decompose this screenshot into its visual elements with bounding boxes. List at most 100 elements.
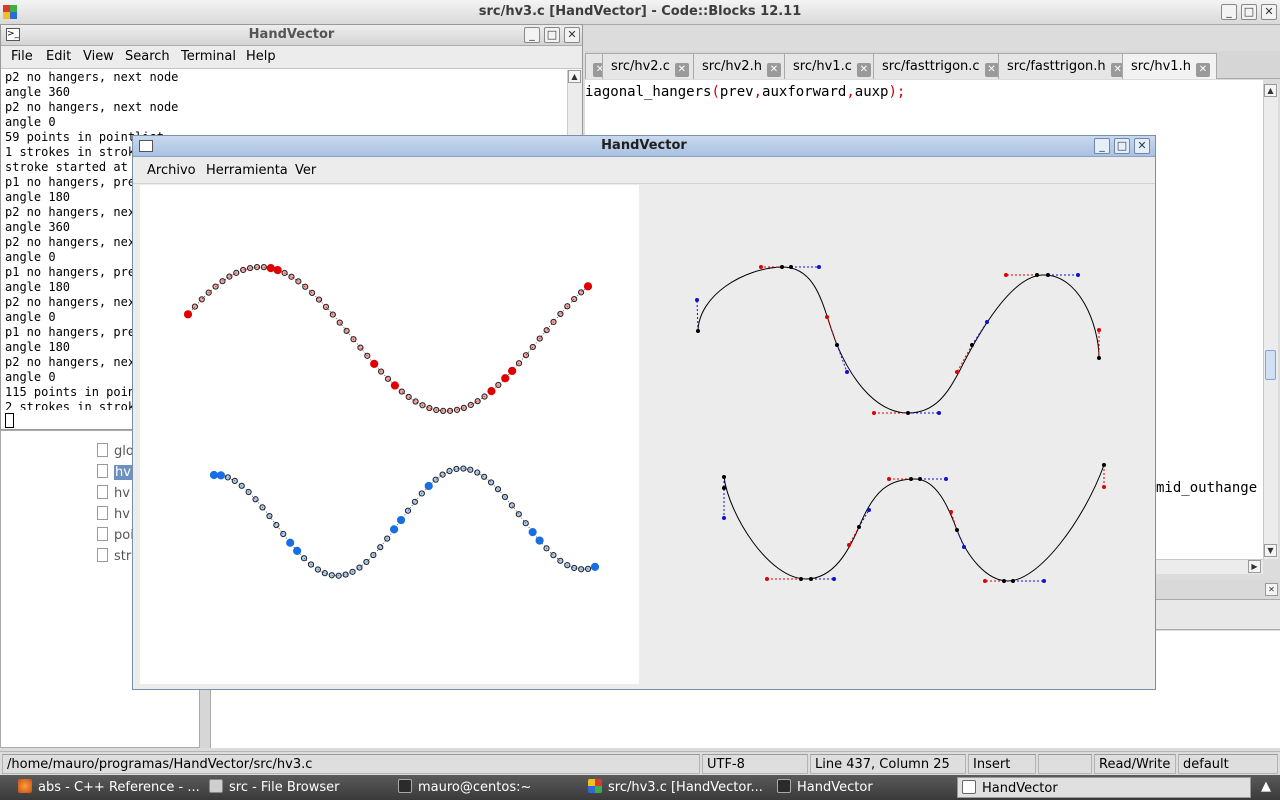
stroke-sample-point bbox=[411, 498, 418, 505]
taskbar-item-handvector-terminal[interactable]: HandVector bbox=[773, 777, 953, 798]
menu-edit[interactable]: Edit bbox=[46, 49, 72, 64]
editor-scroll-thumb[interactable] bbox=[1265, 350, 1276, 380]
stroke-node-point bbox=[266, 264, 275, 273]
close-button[interactable]: ✕ bbox=[1261, 4, 1277, 20]
tab-hv1-c[interactable]: src/hv1.c ✕ bbox=[784, 53, 878, 79]
stroke-points-svg[interactable] bbox=[140, 185, 639, 684]
code-line: mid_outhange bbox=[1156, 480, 1258, 496]
close-icon[interactable]: ✕ bbox=[766, 63, 781, 77]
stroke-sample-point bbox=[557, 310, 564, 318]
scroll-up-arrow-icon[interactable]: ▲ bbox=[568, 70, 581, 83]
scroll-right-arrow-icon[interactable]: ▶ bbox=[1248, 560, 1261, 573]
close-icon[interactable]: ✕ bbox=[1195, 63, 1210, 77]
stroke-sample-point bbox=[419, 402, 426, 409]
tab-label: src/hv1.h bbox=[1131, 59, 1191, 74]
taskbar-item-codeblocks[interactable]: src/hv3.c [HandVector... bbox=[584, 777, 769, 798]
close-icon[interactable]: ✕ bbox=[856, 63, 871, 77]
scroll-up-arrow-icon[interactable]: ▲ bbox=[1264, 84, 1277, 97]
taskbar-item-terminal[interactable]: mauro@centos:~ bbox=[394, 777, 579, 798]
tab-hv2-c[interactable]: src/hv2.c ✕ bbox=[602, 53, 696, 79]
maximize-button[interactable]: □ bbox=[1114, 138, 1130, 154]
stroke-sample-point bbox=[439, 471, 446, 478]
tree-file-item[interactable]: hv bbox=[97, 506, 130, 522]
menu-help[interactable]: Help bbox=[246, 49, 276, 64]
stroke-node-point bbox=[370, 359, 379, 368]
tree-file-item[interactable]: str bbox=[97, 548, 131, 564]
minimize-button[interactable]: _ bbox=[1221, 4, 1237, 20]
stroke-path bbox=[187, 266, 589, 412]
menu-view[interactable]: View bbox=[83, 49, 114, 64]
code-token: , bbox=[846, 84, 855, 100]
taskbar-scroll-up[interactable]: ▲ bbox=[1261, 779, 1271, 794]
status-insert-mode: Insert bbox=[968, 754, 1036, 774]
menu-archivo[interactable]: Archivo bbox=[147, 163, 196, 178]
stroke-sample-point bbox=[564, 562, 571, 569]
window-title: src/hv3.c [HandVector] - Code::Blocks 12… bbox=[478, 4, 802, 19]
stroke-sample-point bbox=[357, 344, 364, 351]
close-icon[interactable]: ✕ bbox=[1265, 583, 1278, 596]
stroke-node-point bbox=[216, 471, 226, 480]
tab-hv1-h[interactable]: src/hv1.h ✕ bbox=[1122, 53, 1217, 79]
maximize-button[interactable]: □ bbox=[1241, 4, 1257, 20]
minimize-button[interactable]: _ bbox=[524, 27, 540, 43]
stroke-sample-point bbox=[198, 296, 205, 303]
tree-file-item[interactable]: glo bbox=[97, 443, 134, 459]
stroke-sample-point bbox=[384, 375, 392, 382]
minimize-button[interactable]: _ bbox=[1094, 138, 1110, 154]
stroke-sample-point bbox=[481, 393, 488, 400]
anchor-nodes bbox=[696, 265, 1106, 583]
close-icon[interactable]: ✕ bbox=[674, 63, 689, 77]
tab-hv2-h[interactable]: src/hv2.h ✕ bbox=[693, 53, 788, 79]
stroke-node-point bbox=[183, 310, 193, 319]
menu-ver[interactable]: Ver bbox=[295, 163, 317, 178]
tab-close-partial[interactable]: ✕ bbox=[585, 53, 607, 79]
tab-fasttrigon-h[interactable]: src/fasttrigon.h ✕ bbox=[998, 53, 1132, 79]
code-token: auxp bbox=[854, 84, 889, 100]
stroke-sample-point bbox=[322, 303, 330, 310]
stroke-sample-point bbox=[384, 535, 391, 542]
stroke-sample-point bbox=[433, 406, 440, 414]
tree-file-item-selected[interactable]: hv bbox=[97, 464, 132, 480]
stroke-path bbox=[213, 468, 596, 577]
menu-search[interactable]: Search bbox=[125, 49, 170, 64]
stroke-sample-point bbox=[342, 571, 349, 578]
tree-file-item[interactable]: hv bbox=[97, 485, 130, 501]
stroke-node-point bbox=[273, 265, 282, 275]
menu-file[interactable]: File bbox=[11, 49, 33, 64]
stroke-sample-point bbox=[252, 496, 259, 503]
menu-herramienta[interactable]: Herramienta bbox=[206, 163, 288, 178]
stroke-node-point bbox=[209, 470, 219, 480]
maximize-button[interactable]: □ bbox=[544, 27, 560, 43]
close-button[interactable]: ✕ bbox=[1134, 138, 1150, 154]
stroke-sample-point bbox=[453, 406, 461, 413]
stroke-sample-point bbox=[309, 289, 316, 296]
stroke-node-point bbox=[535, 536, 544, 545]
taskbar-item-label: src - File Browser bbox=[229, 780, 340, 795]
status-bar: /home/mauro/programas/HandVector/src/hv3… bbox=[0, 751, 1280, 775]
editor-horizontal-scrollbar[interactable]: ▶ bbox=[1155, 559, 1263, 574]
stroke-sample-point bbox=[273, 521, 280, 529]
code-token: auxforward bbox=[762, 84, 847, 100]
menu-terminal[interactable]: Terminal bbox=[181, 49, 236, 64]
taskbar-item-handvector[interactable]: HandVector bbox=[957, 777, 1251, 798]
stroke-sample-point bbox=[281, 269, 288, 277]
close-icon[interactable]: ✕ bbox=[984, 63, 999, 77]
taskbar-item-browser[interactable]: abs - C++ Reference - ... bbox=[14, 777, 202, 798]
stroke-node-point bbox=[501, 374, 510, 383]
close-icon[interactable]: ✕ bbox=[1110, 63, 1125, 77]
stroke-sample-point bbox=[543, 545, 550, 552]
stroke-sample-point bbox=[300, 555, 308, 562]
terminal-output[interactable]: p2 no hangers, next node angle 360 p2 no… bbox=[5, 70, 179, 410]
close-button[interactable]: ✕ bbox=[564, 27, 580, 43]
editor-vertical-scrollbar[interactable]: ▲ ▼ bbox=[1263, 84, 1278, 559]
tree-item-label: str bbox=[114, 549, 132, 564]
stroke-sample-point bbox=[233, 269, 240, 276]
code-line: iagonal_hangers(prev,auxforward,auxp); bbox=[585, 84, 905, 100]
scroll-down-arrow-icon[interactable]: ▼ bbox=[1264, 544, 1277, 557]
taskbar-item-file-browser[interactable]: src - File Browser bbox=[205, 777, 390, 798]
drawing-canvas[interactable] bbox=[140, 185, 639, 684]
terminal-title: HandVector bbox=[248, 27, 335, 42]
tree-file-item[interactable]: poi bbox=[97, 527, 134, 543]
tab-fasttrigon-c[interactable]: src/fasttrigon.c ✕ bbox=[873, 53, 1006, 79]
stroke-node-point bbox=[396, 515, 406, 525]
